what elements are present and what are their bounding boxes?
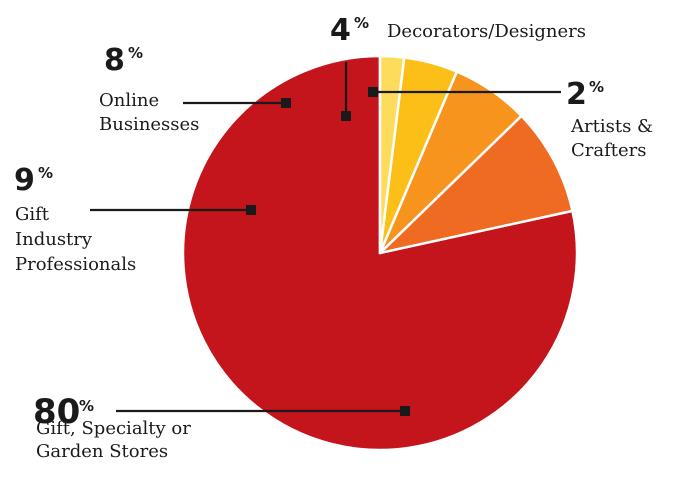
- leader-marker-1: [246, 205, 256, 215]
- percent-sign-0: %: [79, 397, 94, 415]
- slice-label-line: Artists &: [570, 116, 653, 137]
- slice-label-line: Gift, Specialty or: [36, 418, 191, 439]
- slice-label-1: Gift Industry Professionals: [15, 204, 136, 275]
- slice-label-0: Gift, Specialty or Garden Stores: [36, 418, 191, 462]
- percent-sign-3: %: [354, 14, 369, 32]
- slice-label-line: Professionals: [15, 254, 136, 275]
- slice-label-line: Businesses: [99, 114, 199, 135]
- pie-slice-4: [378, 54, 406, 255]
- leader-marker-3: [341, 111, 351, 121]
- slice-label-line: Decorators/Designers: [387, 21, 586, 42]
- percent-sign-1: %: [38, 164, 53, 182]
- leader-marker-2: [281, 98, 291, 108]
- pie-slice-1: [378, 114, 574, 255]
- slice-label-line: Gift: [15, 204, 50, 225]
- slice-label-line: Crafters: [571, 140, 647, 161]
- percent-sign-4: %: [589, 78, 604, 96]
- slice-label-line: Garden Stores: [36, 441, 168, 462]
- pie-slices: [181, 54, 579, 452]
- percent-sign-2: %: [128, 44, 143, 62]
- leader-marker-0: [400, 406, 410, 416]
- leader-lines: [90, 62, 561, 416]
- slice-percent-1: 9: [14, 163, 35, 198]
- slice-percent-4: 2: [566, 77, 587, 112]
- slice-label-line: Industry: [15, 229, 93, 250]
- slice-label-line: Online: [99, 90, 159, 111]
- slice-label-2: Online Businesses: [99, 90, 199, 135]
- slice-percent-3: 4: [330, 13, 351, 48]
- slice-percent-2: 8: [104, 43, 125, 78]
- slice-label-4: Artists & Crafters: [570, 116, 653, 161]
- slice-labels: 80% Gift, Specialty or Garden Stores 9 % Gift…: [14, 13, 653, 462]
- slice-label-3: Decorators/Designers: [387, 21, 586, 42]
- slice-percent-0: 80: [33, 392, 80, 432]
- leader-marker-4: [368, 87, 378, 97]
